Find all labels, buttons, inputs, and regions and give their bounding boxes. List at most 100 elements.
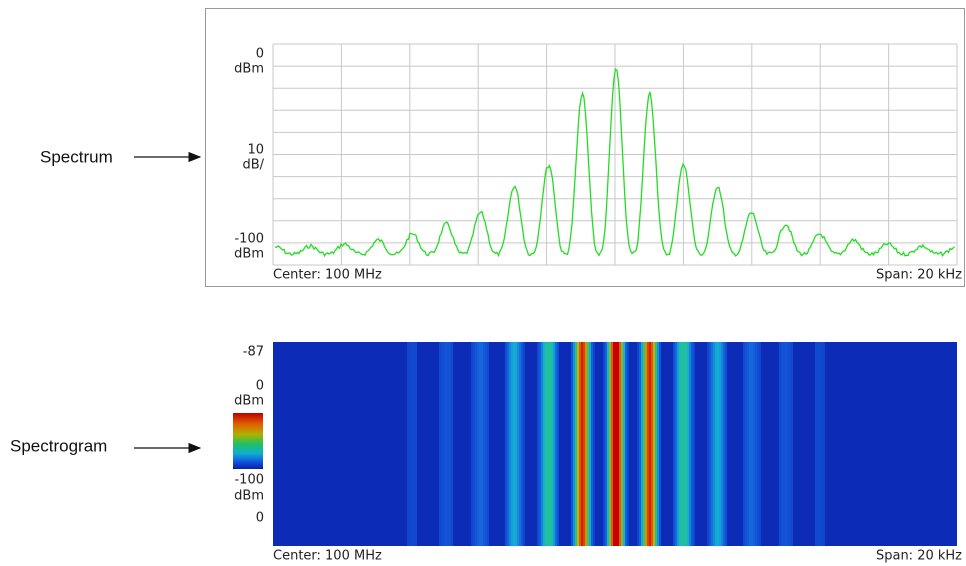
- spectrogram-column: [751, 342, 753, 546]
- spectrogram-column: [571, 342, 573, 546]
- axis-label: 0: [256, 47, 264, 62]
- spectrogram-column: [591, 342, 593, 546]
- spectrogram-column: [579, 342, 581, 546]
- spectrogram-column: [451, 342, 453, 546]
- spectrogram-column: [651, 342, 653, 546]
- spectrogram-column: [557, 342, 559, 546]
- spectrogram-column: [585, 342, 587, 546]
- spectrogram-column: [475, 342, 477, 546]
- spectrogram-column: [743, 342, 745, 546]
- axis-label: dB/: [242, 158, 264, 173]
- spectrogram-column: [709, 342, 711, 546]
- spectrogram-column: [483, 342, 485, 546]
- spectrogram-column: [605, 342, 607, 546]
- spectrogram-column: [603, 342, 605, 546]
- spectrogram-column: [823, 342, 825, 546]
- color-bar: [233, 413, 263, 469]
- spectrogram-column: [545, 342, 547, 546]
- spectrogram-column: [645, 342, 647, 546]
- spectrogram-column: [683, 342, 685, 546]
- spectrogram-column: [783, 342, 785, 546]
- spectrogram-column: [537, 342, 539, 546]
- spectrogram-column: [555, 342, 557, 546]
- spectrogram-column: [511, 342, 513, 546]
- spectrogram-column: [413, 342, 415, 546]
- spectrogram-column: [619, 342, 621, 546]
- spectrogram-column: [589, 342, 591, 546]
- spectrogram-column: [647, 342, 649, 546]
- spectrogram-column: [415, 342, 417, 546]
- axis-label: 0: [256, 379, 264, 394]
- spectrogram-column: [481, 342, 483, 546]
- span-label: Span: 20 kHz: [876, 268, 962, 283]
- spectrogram-column: [577, 342, 579, 546]
- spectrogram-column: [687, 342, 689, 546]
- spectrogram-column: [471, 342, 473, 546]
- spectrum-trace: [274, 67, 955, 258]
- spectrogram-column: [757, 342, 759, 546]
- spectrogram-column: [821, 342, 823, 546]
- spectrogram-column: [721, 342, 723, 546]
- spectrogram-column: [787, 342, 789, 546]
- spectrogram-column: [543, 342, 545, 546]
- axis-label: -100: [234, 473, 264, 488]
- spectrogram-column: [479, 342, 481, 546]
- spectrogram-column: [625, 342, 627, 546]
- spectrum-panel: [205, 8, 965, 287]
- spectrogram-column: [675, 342, 677, 546]
- spectrogram-column: [615, 342, 617, 546]
- spectrogram-column: [685, 342, 687, 546]
- spectrogram-column: [407, 342, 409, 546]
- spectrogram-column: [817, 342, 819, 546]
- spectrogram-column: [689, 342, 691, 546]
- axis-label: 10: [247, 143, 264, 158]
- axis-label: dBm: [234, 247, 264, 262]
- spectrogram-column: [523, 342, 525, 546]
- spectrogram-column: [485, 342, 487, 546]
- spectrogram-column: [707, 342, 709, 546]
- spectrogram-column: [441, 342, 443, 546]
- axis-label: -87: [243, 345, 264, 360]
- spectrogram-column: [641, 342, 643, 546]
- axis-label: -100: [234, 232, 264, 247]
- spectrogram-column: [677, 342, 679, 546]
- spectrogram-column: [447, 342, 449, 546]
- axis-label: 0: [256, 511, 264, 526]
- center-label: Center: 100 MHz: [273, 549, 382, 564]
- spectrogram-column: [583, 342, 585, 546]
- spectrogram-column: [521, 342, 523, 546]
- spectrogram-column: [581, 342, 583, 546]
- spectrogram-column: [755, 342, 757, 546]
- spectrogram-column: [609, 342, 611, 546]
- spectrogram-column: [573, 342, 575, 546]
- spectrogram-column: [785, 342, 787, 546]
- callout-label: Spectrogram: [10, 436, 107, 455]
- spectrogram-column: [691, 342, 693, 546]
- spectrogram-column: [655, 342, 657, 546]
- center-label: Center: 100 MHz: [273, 268, 382, 283]
- spectrogram: [407, 342, 825, 546]
- spectrogram-column: [745, 342, 747, 546]
- spectrum-grid: [272, 43, 958, 266]
- spectrogram-column: [643, 342, 645, 546]
- spectrogram-column: [443, 342, 445, 546]
- spectrogram-column: [607, 342, 609, 546]
- spectrogram-column: [519, 342, 521, 546]
- spectrogram-column: [509, 342, 511, 546]
- spectrogram-column: [621, 342, 623, 546]
- spectrogram-column: [711, 342, 713, 546]
- axis-label: dBm: [234, 62, 264, 77]
- spectrogram-column: [449, 342, 451, 546]
- spectrogram-column: [681, 342, 683, 546]
- spectrogram-column: [541, 342, 543, 546]
- spectrogram-column: [657, 342, 659, 546]
- spectrogram-column: [725, 342, 727, 546]
- spectrogram-column: [513, 342, 515, 546]
- spectrogram-column: [649, 342, 651, 546]
- spectrogram-column: [611, 342, 613, 546]
- spectrogram-column: [551, 342, 553, 546]
- spectrogram-column: [547, 342, 549, 546]
- spectrogram-column: [659, 342, 661, 546]
- spectrogram-column: [587, 342, 589, 546]
